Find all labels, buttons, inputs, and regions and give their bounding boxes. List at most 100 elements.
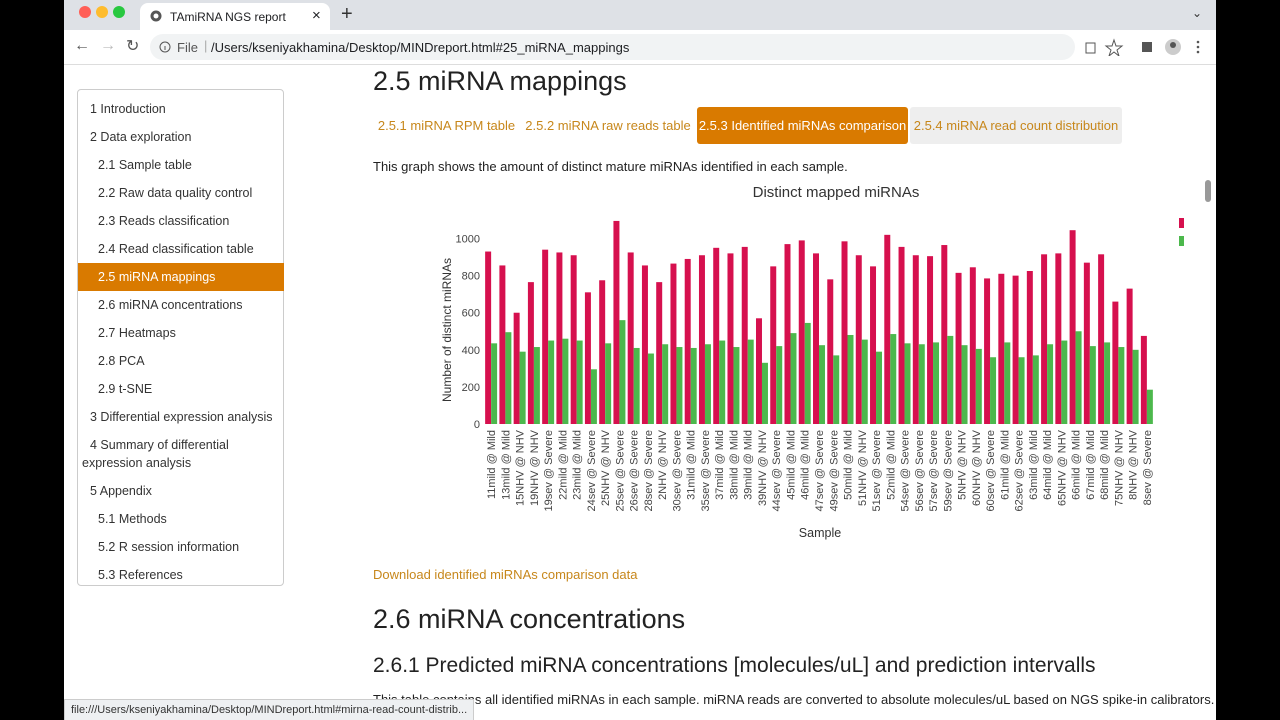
bar	[556, 252, 563, 424]
address-bar[interactable]: File | /Users/kseniyakhamina/Desktop/MIN…	[150, 34, 1075, 60]
bar	[798, 240, 805, 424]
browser-window: TAmiRNA NGS report × + ⌄ ← → ↻ File | /U…	[64, 0, 1216, 720]
x-tick-label: 31mild @ Mild	[686, 430, 698, 500]
x-tick-label: 19NHV @ NHV	[529, 429, 541, 506]
x-tick-label: 35sev @ Severe	[700, 430, 712, 512]
bar	[505, 332, 512, 424]
bar	[770, 266, 777, 424]
toc-item[interactable]: 2.5 miRNA mappings	[78, 263, 284, 291]
bar	[855, 255, 862, 424]
bar	[605, 343, 612, 424]
toc-item[interactable]: 5 Appendix	[90, 484, 152, 498]
bar	[861, 339, 868, 424]
bar	[485, 251, 492, 424]
bar	[499, 265, 506, 424]
bar	[676, 347, 683, 424]
x-tick-label: 22mild @ Mild	[557, 430, 569, 500]
toc-item[interactable]: 2.3 Reads classification	[98, 214, 230, 228]
bar	[1126, 288, 1133, 424]
forward-button[interactable]: →	[100, 37, 116, 54]
bar	[570, 255, 577, 424]
toc-item[interactable]: 1 Introduction	[90, 102, 166, 116]
x-tick-label: 68mild @ Mild	[1099, 430, 1111, 500]
back-button[interactable]: ←	[74, 37, 90, 54]
bar	[1132, 349, 1139, 424]
chart: Distinct mapped miRNAs Number of distinct…	[440, 184, 1184, 540]
x-tick-label: 64mild @ Mild	[1042, 430, 1054, 500]
toc-item[interactable]: 2 Data exploration	[90, 130, 192, 144]
toc-item[interactable]: 2.8 PCA	[98, 354, 145, 368]
y-axis-title: Number of distinct miRNAs	[440, 258, 454, 402]
nav-tab[interactable]: 2.5.4 miRNA read count distribution	[910, 107, 1122, 144]
toc-item[interactable]: 3 Differential expression analysis	[90, 410, 273, 424]
x-tick-label: 66mild @ Mild	[1071, 430, 1083, 500]
bar	[933, 342, 940, 424]
download-link[interactable]: Download identified miRNAs comparison da…	[373, 567, 638, 582]
toc-item[interactable]: 2.9 t-SNE	[98, 382, 153, 396]
bar	[698, 255, 705, 424]
bar	[1089, 346, 1096, 424]
scrollbar-thumb[interactable]	[1205, 180, 1211, 202]
x-tick-label: 39mild @ Mild	[743, 430, 755, 500]
x-tick-label: 51sev @ Severe	[871, 430, 883, 512]
nav-tab[interactable]: 2.5.3 Identified miRNAs comparison	[697, 107, 908, 144]
tab-title: TAmiRNA NGS report	[170, 10, 286, 24]
x-tick-label: 23mild @ Mild	[572, 430, 584, 500]
bar	[613, 220, 620, 424]
nav-tab[interactable]: 2.5.2 miRNA raw reads table	[525, 118, 691, 133]
bar	[984, 278, 991, 424]
x-tick-label: 8sev @ Severe	[1142, 430, 1154, 505]
x-tick-label: 39NHV @ NHV	[757, 429, 769, 506]
x-axis-title: Sample	[799, 526, 841, 540]
bar	[1061, 340, 1068, 424]
bar	[1069, 230, 1076, 424]
x-tick-label: 8NHV @ NHV	[1128, 429, 1140, 500]
bar	[890, 334, 897, 424]
bar	[548, 340, 555, 424]
toc-item[interactable]: 5.3 References	[98, 568, 183, 582]
bar	[562, 338, 569, 424]
window-controls	[79, 6, 125, 18]
section-heading: 2.5 miRNA mappings	[373, 66, 627, 96]
toc-item[interactable]: 5.2 R session information	[98, 540, 240, 554]
bar	[1112, 301, 1119, 424]
toc-item[interactable]: 2.1 Sample table	[98, 158, 192, 172]
new-tab[interactable]: +	[341, 3, 353, 25]
y-tick-label: 1000	[456, 234, 480, 246]
bar	[1146, 389, 1153, 424]
toc-item[interactable]: 2.7 Heatmaps	[98, 326, 176, 340]
bar	[819, 345, 825, 424]
y-tick-label: 0	[474, 419, 480, 431]
bar	[533, 347, 540, 424]
x-tick-label: 47sev @ Severe	[814, 430, 826, 512]
toc-item[interactable]: 2.4 Read classification table	[98, 242, 254, 256]
browser-tab[interactable]: TAmiRNA NGS report ×	[140, 3, 330, 30]
bar	[941, 245, 948, 424]
y-tick-label: 400	[462, 345, 480, 357]
reload-button[interactable]: ↻	[126, 38, 140, 55]
toc-item[interactable]: 4 Summary of differential expression ana…	[82, 438, 229, 470]
address-row: ← → ↻ File | /Users/kseniyakhamina/Deskt…	[64, 30, 1216, 65]
toc-item[interactable]: 5.1 Methods	[98, 512, 167, 526]
x-tick-label: 28sev @ Severe	[643, 430, 655, 512]
x-tick-label: 24sev @ Severe	[586, 430, 598, 512]
x-tick-label: 49sev @ Severe	[828, 430, 840, 512]
bar	[1075, 331, 1082, 424]
bar	[827, 279, 834, 424]
toc-item[interactable]: 2.6 miRNA concentrations	[98, 298, 243, 312]
toc-item[interactable]: 2.2 Raw data quality control	[98, 186, 253, 200]
nav-tab[interactable]: 2.5.1 miRNA RPM table	[377, 118, 516, 133]
x-tick-label: 65NHV @ NHV	[1056, 429, 1068, 506]
bar	[733, 347, 740, 424]
tab-menu[interactable]: ⌄	[1192, 6, 1203, 20]
bar	[590, 369, 597, 424]
bar	[747, 339, 754, 424]
x-tick-label: 13mild @ Mild	[500, 430, 512, 500]
x-tick-label: 75NHV @ NHV	[1113, 429, 1125, 506]
bar	[876, 351, 883, 424]
tab-close[interactable]: ×	[312, 7, 321, 24]
bar	[776, 346, 783, 424]
bar	[741, 246, 748, 424]
bar	[670, 263, 677, 424]
